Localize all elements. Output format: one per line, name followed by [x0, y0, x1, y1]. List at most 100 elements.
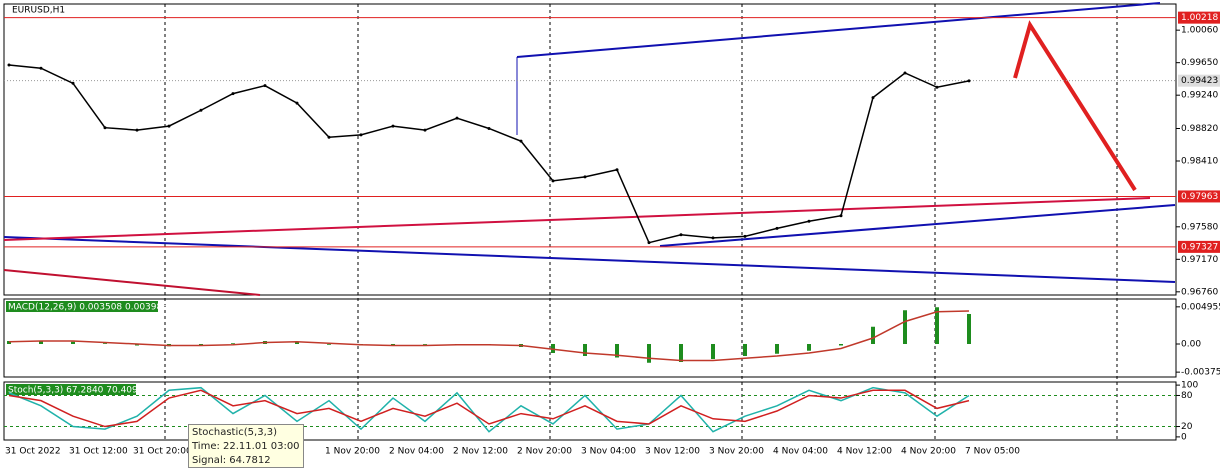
x-tick-label: 3 Nov 20:00 — [709, 447, 764, 457]
symbol-title: EURUSD,H1 — [12, 6, 65, 16]
price-point — [743, 234, 747, 238]
price-point — [135, 128, 139, 132]
stoch-pane — [3, 381, 1177, 441]
day-separators — [164, 4, 1118, 440]
current-price-bg — [1178, 74, 1220, 87]
y-tick-label: 0.99650 — [1181, 58, 1218, 68]
x-tick-label: 7 Nov 05:00 — [965, 447, 1020, 457]
macd-bar — [679, 344, 683, 362]
stoch-title-bg — [6, 384, 136, 395]
macd-bar — [231, 343, 235, 344]
price-point — [199, 108, 203, 112]
macd-bar — [103, 343, 107, 344]
price-point — [583, 175, 587, 179]
y-tick-label: 0.00 — [1181, 340, 1201, 350]
macd-title: MACD(12,26,9) 0.003508 0.003986 — [8, 303, 168, 313]
macd-bar — [839, 344, 843, 346]
price-point — [551, 179, 555, 183]
y-tick-label: 0.98820 — [1181, 124, 1218, 134]
x-tick-label: 3 Nov 04:00 — [581, 447, 636, 457]
macd-bar — [871, 326, 875, 344]
price-point — [423, 128, 427, 132]
drawings — [3, 2, 1176, 296]
price-point — [103, 126, 107, 130]
level-label: 0.97963 — [1181, 192, 1218, 202]
macd-pane — [3, 298, 1177, 378]
macd-bar — [903, 310, 907, 344]
price-point — [647, 241, 651, 245]
price-point — [327, 135, 331, 139]
price-point — [679, 233, 683, 237]
macd-bar — [7, 341, 11, 344]
macd-bar — [711, 344, 715, 359]
x-tick-label: 4 Nov 20:00 — [901, 447, 956, 457]
x-tick-label: 3 Nov 12:00 — [645, 447, 700, 457]
x-tick-label: 2 Nov 04:00 — [389, 447, 444, 457]
macd-bar — [967, 314, 971, 344]
y-tick-label: 1.00060 — [1181, 26, 1218, 36]
x-tick-label: 2 Nov 12:00 — [453, 447, 508, 457]
macd-bar — [807, 344, 811, 351]
main-pane — [3, 3, 1177, 296]
y-tick-label: 0.98410 — [1181, 156, 1218, 166]
price-point — [807, 219, 811, 223]
tooltip-time: Time: 22.11.01 03:00 — [192, 441, 300, 452]
x-tick-label: 31 Oct 2022 — [5, 447, 61, 457]
macd-bar — [775, 344, 779, 354]
y-tick-label: 0 — [1181, 432, 1187, 442]
y-tick-label: 20 — [1181, 422, 1193, 432]
level-label-bg — [1178, 240, 1220, 253]
level-label: 1.00218 — [1181, 13, 1218, 23]
x-tick-label: 31 Oct 20:00 — [133, 447, 192, 457]
price-point — [839, 214, 843, 218]
price-point — [7, 63, 11, 67]
values-line — [8, 64, 970, 244]
x-tick-label: 4 Nov 04:00 — [773, 447, 828, 457]
price-point — [231, 92, 235, 96]
price-point — [487, 126, 491, 130]
price-point — [359, 133, 363, 137]
level-label-bg — [1178, 11, 1220, 24]
x-tick-label: 4 Nov 12:00 — [837, 447, 892, 457]
y-tick-label: 0.96760 — [1181, 287, 1218, 297]
macd-title-bg — [6, 301, 158, 312]
tooltip-signal: Signal: 64.7812 — [192, 455, 271, 466]
tooltip: Stochastic(5,3,3) Time: 22.11.01 03:00 S… — [188, 424, 304, 468]
macd-bar — [39, 341, 43, 344]
price-point — [935, 85, 939, 89]
price-point — [455, 116, 459, 120]
x-tick-label: 1 Nov 20:00 — [325, 447, 380, 457]
level-label-bg — [1178, 190, 1220, 203]
price-point — [71, 81, 75, 85]
price-point — [263, 84, 267, 88]
price-point — [391, 124, 395, 128]
price-point — [871, 96, 875, 100]
price-point — [967, 79, 971, 83]
macd-bar — [295, 341, 299, 344]
price-point — [615, 168, 619, 172]
macd-bar — [935, 307, 939, 344]
stoch-title: Stoch(5,3,3) 67.2840 70.4093 — [8, 386, 143, 396]
values-line — [8, 386, 970, 433]
x-tick-label: 31 Oct 12:00 — [69, 447, 128, 457]
signal-line — [8, 310, 970, 362]
macd-bar — [615, 344, 619, 358]
price-point — [519, 139, 523, 143]
price-point — [903, 71, 907, 75]
macd-bar — [423, 344, 427, 345]
tooltip-title: Stochastic(5,3,3) — [192, 427, 278, 438]
price-point — [775, 226, 779, 230]
price-point — [711, 236, 715, 240]
y-tick-label: 100 — [1181, 381, 1198, 391]
level-label: 0.97327 — [1181, 242, 1218, 252]
macd-bar — [71, 341, 75, 344]
macd-bar — [647, 344, 651, 363]
macd-bar — [743, 344, 747, 356]
y-tick-label: 0.97580 — [1181, 222, 1218, 232]
price-point — [39, 66, 43, 70]
x-tick-label: 2 Nov 20:00 — [517, 447, 572, 457]
macd-bar — [327, 344, 331, 345]
